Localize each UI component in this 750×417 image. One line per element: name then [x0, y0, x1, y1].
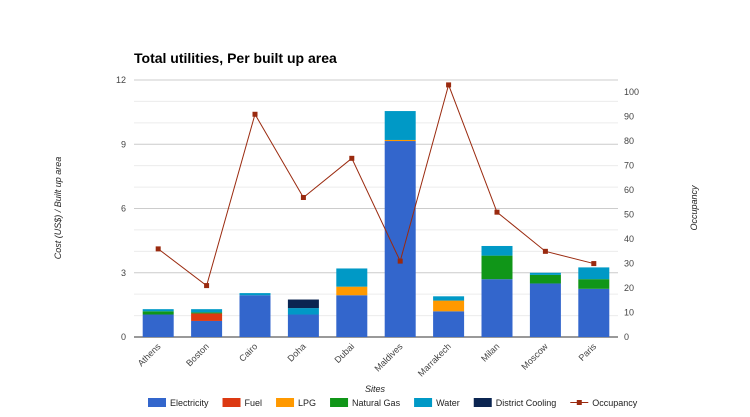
legend-label: Water — [436, 398, 460, 408]
legend-swatch — [330, 398, 349, 407]
occupancy-point[interactable] — [155, 246, 161, 252]
x-tick-label: Dubai — [333, 341, 357, 365]
legend-item[interactable]: Natural Gas — [330, 398, 401, 408]
bar-segment[interactable] — [433, 311, 465, 337]
bar-segment[interactable] — [481, 255, 513, 280]
y2-axis-title: Occupancy — [689, 185, 699, 231]
y2-tick-label: 70 — [624, 161, 634, 171]
bar-segment[interactable] — [287, 299, 319, 309]
bar-segment[interactable] — [433, 296, 465, 301]
y-tick-label: 3 — [121, 268, 126, 278]
legend-label: Electricity — [170, 398, 209, 408]
legend-swatch — [414, 398, 433, 407]
bar-segment[interactable] — [384, 139, 416, 142]
y2-tick-label: 100 — [624, 87, 639, 97]
y-tick-label: 12 — [116, 75, 126, 85]
bar-segment[interactable] — [529, 274, 561, 284]
x-tick-label: Maldives — [372, 341, 405, 374]
legend-label: Fuel — [245, 398, 263, 408]
occupancy-line — [155, 82, 597, 289]
occupancy-point[interactable] — [591, 261, 597, 267]
legend-item[interactable]: District Cooling — [473, 398, 557, 408]
occupancy-point[interactable] — [349, 155, 355, 161]
legend-swatch — [148, 398, 166, 407]
right-axis-ticks: 0 10 20 30 40 50 60 70 80 90 100 — [624, 87, 639, 342]
x-tick-label: Milan — [479, 341, 501, 363]
y2-tick-label: 50 — [624, 210, 634, 220]
y2-tick-label: 40 — [624, 234, 634, 244]
occupancy-point[interactable] — [494, 209, 500, 215]
bar-segment[interactable] — [336, 295, 368, 337]
legend-marker — [576, 400, 582, 405]
occupancy-line-path — [157, 83, 594, 287]
x-axis-title: Sites — [365, 384, 386, 394]
legend-item[interactable]: LPG — [276, 398, 316, 408]
legend-label: District Cooling — [496, 398, 557, 408]
y2-tick-label: 20 — [624, 283, 634, 293]
bar-segment[interactable] — [433, 300, 465, 312]
bar-segment[interactable] — [481, 279, 513, 337]
y2-tick-label: 60 — [624, 185, 634, 195]
bar-segment[interactable] — [191, 309, 223, 313]
legend-label: LPG — [298, 398, 316, 408]
bar-segment[interactable] — [578, 279, 610, 289]
bar-segment[interactable] — [142, 311, 174, 315]
bar-segment[interactable] — [336, 268, 368, 287]
chart-title: Total utilities, Per built up area — [134, 50, 337, 66]
bar-segment[interactable] — [384, 111, 416, 140]
x-tick-label: Cairo — [237, 341, 259, 363]
occupancy-point[interactable] — [446, 82, 452, 88]
bar-segment[interactable] — [578, 267, 610, 280]
bar-segment[interactable] — [191, 312, 223, 314]
legend-item[interactable]: Fuel — [222, 398, 263, 408]
legend-item[interactable]: Water — [414, 398, 460, 408]
y2-tick-label: 30 — [624, 259, 634, 269]
y-tick-label: 6 — [121, 204, 126, 214]
bar-segment[interactable] — [336, 286, 368, 296]
legend-item[interactable]: Occupancy — [570, 398, 638, 408]
bar-segment[interactable] — [578, 288, 610, 337]
bar-segment[interactable] — [142, 309, 174, 312]
legend-swatch — [276, 398, 295, 407]
bars — [142, 111, 610, 337]
y2-tick-label: 10 — [624, 308, 634, 318]
y2-tick-label: 0 — [624, 332, 629, 342]
occupancy-point[interactable] — [542, 248, 548, 254]
y-tick-label: 9 — [121, 139, 126, 149]
occupancy-point[interactable] — [252, 111, 258, 117]
y-tick-label: 0 — [121, 332, 126, 342]
x-tick-label: Doha — [286, 341, 308, 363]
occupancy-point[interactable] — [204, 283, 210, 289]
y2-tick-label: 90 — [624, 112, 634, 122]
legend-item[interactable]: Electricity — [148, 398, 209, 408]
x-tick-label: Boston — [184, 341, 211, 368]
bar-segment[interactable] — [529, 283, 561, 337]
legend-swatch — [222, 398, 241, 407]
bar-segment[interactable] — [481, 245, 513, 256]
bar-segment[interactable] — [239, 295, 271, 337]
legend-swatch — [473, 398, 492, 407]
bar-segment[interactable] — [287, 308, 319, 315]
legend-label: Occupancy — [592, 398, 638, 408]
bar-segment[interactable] — [191, 320, 223, 337]
bar-segment[interactable] — [142, 314, 174, 337]
x-tick-label: Moscow — [519, 341, 550, 372]
left-axis-ticks: 0 3 6 9 12 — [116, 75, 126, 342]
legend[interactable]: Electricity Fuel LPG Natural Gas Water Distri… — [148, 398, 638, 408]
bar-segment[interactable] — [239, 293, 271, 296]
x-tick-label: Paris — [577, 341, 599, 363]
bar-segment[interactable] — [529, 272, 561, 275]
y-axis-title: Cost (US$) / Built up area — [53, 157, 63, 260]
x-tick-label: Marrakech — [416, 341, 453, 378]
occupancy-point[interactable] — [300, 194, 306, 200]
bar-segment[interactable] — [287, 314, 319, 337]
y2-tick-label: 80 — [624, 136, 634, 146]
legend-label: Natural Gas — [352, 398, 401, 408]
occupancy-point[interactable] — [397, 258, 403, 264]
bar-segment[interactable] — [191, 313, 223, 321]
x-axis-ticks: Athens Boston Cairo Doha Dubai Maldives Marrak… — [136, 341, 599, 378]
x-tick-label: Athens — [136, 341, 163, 368]
